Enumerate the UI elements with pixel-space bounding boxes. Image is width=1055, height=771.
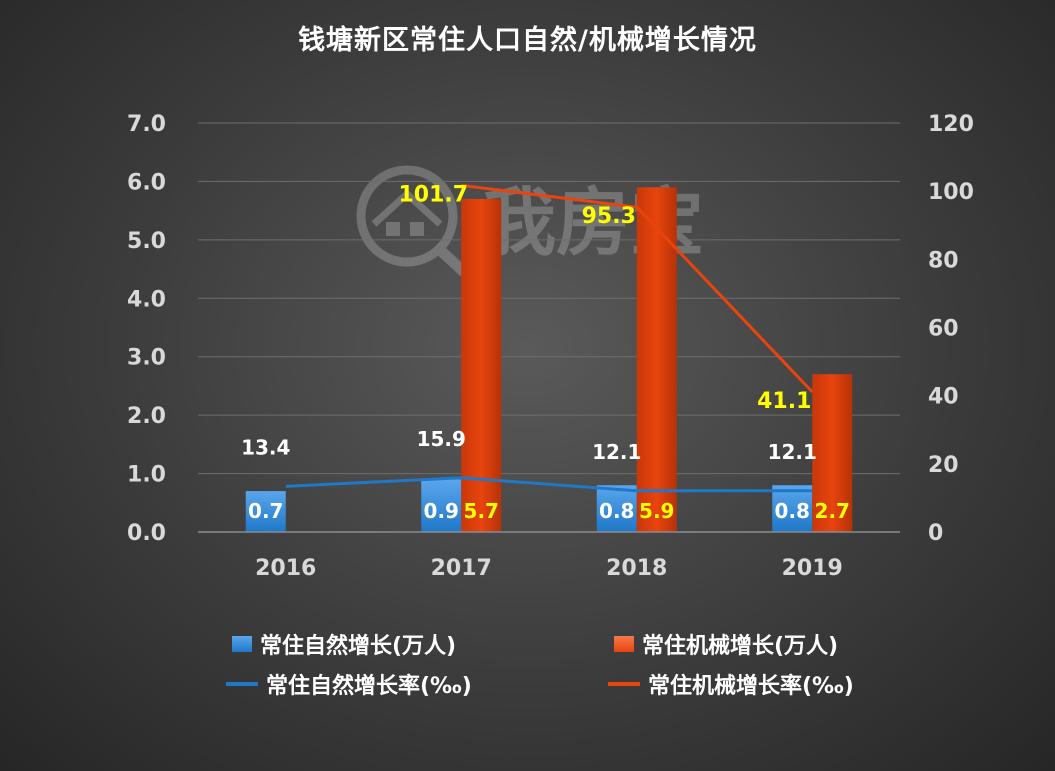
data-label-natural-growth: 0.8 — [599, 499, 634, 523]
lines-layer — [285, 183, 814, 493]
y-right-tick-label: 60 — [928, 317, 959, 342]
data-label-natural-rate: 13.4 — [241, 435, 290, 459]
data-label-natural-rate: 15.9 — [417, 427, 466, 451]
line-mechanical-rate — [461, 183, 814, 393]
legend-item-mech-bar[interactable]: 常住机械增长(万人) — [614, 628, 838, 660]
legend-label-mech-bar: 常住机械增长(万人) — [642, 634, 839, 659]
x-tick-label: 2018 — [606, 556, 667, 581]
data-label-mechanical-rate: 41.1 — [757, 389, 811, 414]
bar-natural-growth — [245, 491, 286, 532]
legend-label-mech-rate: 常住机械增长率(‰) — [648, 674, 854, 699]
y-left-tick-label: 6.0 — [127, 170, 166, 195]
grid-layer — [198, 122, 900, 533]
legend-swatch-natural-rate — [226, 682, 258, 686]
y-left-tick-label: 3.0 — [127, 346, 166, 371]
bar-mechanical-growth — [461, 198, 502, 532]
x-tick-label: 2016 — [255, 556, 316, 581]
bar-natural-growth — [772, 485, 813, 532]
chart-title: 钱塘新区常住人口自然/机械增长情况 — [298, 25, 757, 56]
legend-item-mech-rate[interactable]: 常住机械增长率(‰) — [608, 668, 854, 700]
bar-mechanical-growth — [636, 187, 677, 532]
data-label-mechanical-rate: 101.7 — [398, 182, 468, 207]
y-left-tick-label: 0.0 — [127, 521, 166, 546]
bar-natural-growth — [421, 479, 462, 532]
bar-mechanical-growth — [812, 374, 853, 532]
y-left-tick-label: 1.0 — [127, 463, 166, 488]
labels-layer: 0.7 0.9 5.7 0.8 5.9 0.8 2.713.4 15.912.1 12.1101… — [241, 182, 850, 523]
chart-area: 0.7 0.9 5.7 0.8 5.9 0.8 2.713.4 15.912.1 12.1101… — [127, 112, 974, 581]
data-label-natural-growth: 0.9 — [424, 499, 459, 523]
data-label-natural-growth: 0.8 — [775, 499, 810, 523]
legend-swatch-natural-bar — [232, 636, 252, 652]
legend-swatch-mech-rate — [608, 682, 640, 686]
legend-swatch-mech-bar — [614, 636, 634, 652]
legend-label-natural-bar: 常住自然增长(万人) — [260, 634, 457, 659]
data-label-natural-rate: 12.1 — [592, 440, 641, 464]
y-right-tick-label: 20 — [928, 453, 959, 478]
bar-natural-growth — [596, 485, 637, 532]
data-label-natural-rate: 12.1 — [768, 440, 817, 464]
data-label-natural-growth: 0.7 — [248, 499, 283, 523]
data-label-mechanical-rate: 95.3 — [582, 204, 636, 229]
legend-label-natural-rate: 常住自然增长率(‰) — [266, 674, 472, 699]
y-left-tick-label: 4.0 — [127, 287, 166, 312]
line-natural-rate — [285, 476, 813, 493]
legend: 常住自然增长(万人) 常住机械增长(万人) 常住自然增长率(‰) 常住机械增长率… — [0, 622, 1055, 702]
y-left-tick-label: 7.0 — [127, 112, 166, 137]
axes-layer: 0.0 1.0 2.0 3.0 4.0 5.0 6.0 7.0 0 20 40 60 80 100 120 2… — [127, 112, 974, 581]
bars-layer — [245, 187, 853, 532]
legend-item-natural-rate[interactable]: 常住自然增长率(‰) — [226, 668, 472, 700]
legend-item-natural-bar[interactable]: 常住自然增长(万人) — [232, 628, 456, 660]
x-tick-label: 2019 — [782, 556, 843, 581]
y-right-tick-label: 40 — [928, 385, 959, 410]
y-right-tick-label: 120 — [928, 112, 974, 137]
y-right-tick-label: 80 — [928, 248, 959, 273]
y-right-tick-label: 0 — [928, 521, 943, 546]
y-left-tick-label: 2.0 — [127, 404, 166, 429]
x-tick-label: 2017 — [431, 556, 492, 581]
y-right-tick-label: 100 — [928, 180, 974, 205]
data-label-mechanical-growth: 2.7 — [815, 499, 850, 523]
data-label-mechanical-growth: 5.9 — [639, 499, 674, 523]
y-left-tick-label: 5.0 — [127, 229, 166, 254]
data-label-mechanical-growth: 5.7 — [464, 499, 499, 523]
